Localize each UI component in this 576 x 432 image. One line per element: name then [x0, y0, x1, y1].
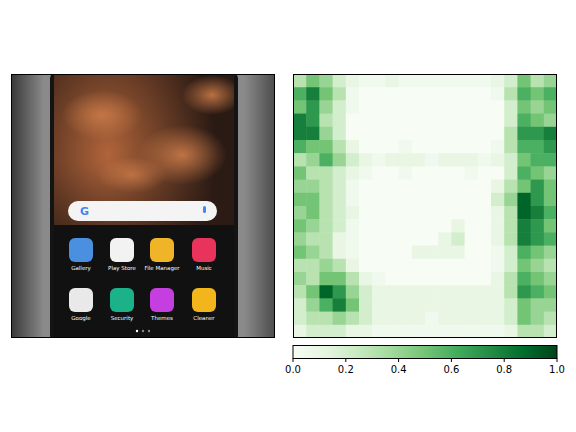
svg-text:0.6: 0.6 [443, 364, 459, 375]
svg-text:Music: Music [196, 265, 212, 271]
svg-text:Play Store: Play Store [108, 265, 136, 272]
svg-text:File Manager: File Manager [144, 265, 180, 272]
svg-text:0.0: 0.0 [285, 364, 301, 375]
svg-text:0.8: 0.8 [496, 364, 512, 375]
svg-text:Gallery: Gallery [71, 265, 91, 272]
svg-text:G: G [80, 205, 89, 218]
svg-text:Security: Security [111, 315, 134, 322]
svg-text:Themes: Themes [150, 315, 173, 321]
svg-text:Cleaner: Cleaner [193, 315, 215, 321]
svg-text:0.4: 0.4 [391, 364, 407, 375]
svg-text:1.0: 1.0 [549, 364, 565, 375]
svg-text:Google: Google [71, 315, 91, 322]
svg-text:0.2: 0.2 [338, 364, 354, 375]
